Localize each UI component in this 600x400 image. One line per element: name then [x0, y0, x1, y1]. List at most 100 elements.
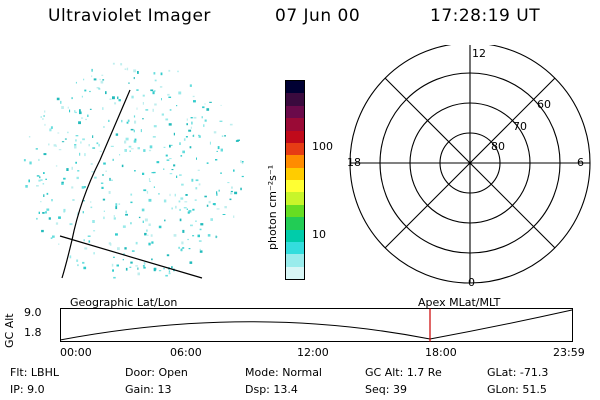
uv-speckle	[67, 106, 69, 109]
uv-speckle	[75, 161, 77, 164]
uv-speckle	[44, 110, 46, 113]
uv-speckle	[82, 211, 84, 214]
colorbar-segment	[286, 204, 304, 218]
uv-speckle	[103, 126, 105, 128]
uv-speckle	[216, 191, 218, 195]
colorbar-segment	[286, 217, 304, 230]
uv-speckle	[71, 166, 73, 170]
uv-speckle	[173, 132, 175, 136]
uv-speckle	[133, 129, 135, 133]
uv-speckle	[102, 107, 104, 110]
uv-speckle	[143, 149, 146, 152]
colorbar-segment	[286, 254, 304, 267]
date-label: 07 Jun 00	[275, 6, 361, 26]
info-seq: Seq: 39	[365, 383, 407, 396]
uv-speckle	[181, 241, 184, 245]
uv-speckle	[46, 192, 49, 195]
uv-speckle	[23, 159, 26, 162]
uv-speckle	[84, 186, 86, 188]
uv-speckle	[198, 183, 201, 186]
uv-speckle	[190, 224, 193, 227]
uv-speckle	[136, 89, 139, 91]
uv-speckle	[71, 186, 74, 189]
uv-speckle	[38, 179, 41, 182]
uv-speckle	[171, 266, 173, 269]
uv-speckle	[112, 158, 114, 161]
uv-speckle	[158, 193, 160, 195]
colorbar-segment	[286, 130, 304, 143]
uv-speckle	[221, 135, 224, 137]
uv-speckle	[198, 240, 202, 242]
uv-speckle	[163, 199, 167, 203]
uv-speckle	[186, 123, 188, 126]
uv-speckle	[152, 91, 155, 95]
uv-speckle	[224, 206, 227, 209]
uv-speckle	[182, 247, 185, 249]
uv-speckle	[133, 140, 137, 143]
uv-speckle	[74, 144, 77, 146]
timeline-x-tick-0600: 06:00	[170, 346, 202, 359]
uv-speckle	[105, 91, 107, 95]
uv-speckle	[148, 178, 151, 181]
uv-speckle	[150, 89, 154, 92]
uv-speckle	[102, 79, 105, 81]
uv-speckle	[168, 69, 171, 72]
uv-speckle	[74, 110, 76, 113]
uv-speckle	[117, 96, 119, 100]
uv-speckle	[148, 198, 152, 202]
uv-speckle	[182, 150, 185, 154]
uv-speckle	[90, 206, 93, 209]
uv-speckle	[186, 208, 188, 210]
uv-speckle	[61, 141, 65, 143]
uv-speckle	[165, 154, 168, 157]
uv-speckle	[184, 201, 188, 203]
altitude-curve	[60, 309, 573, 341]
timeline-x-tick-0000: 00:00	[60, 346, 92, 359]
uv-speckle	[142, 220, 144, 223]
uv-speckle	[35, 148, 38, 150]
uv-speckle	[130, 193, 133, 196]
uv-speckle	[81, 117, 84, 119]
uv-speckle	[146, 190, 149, 194]
uv-speckle	[169, 193, 171, 197]
uv-speckle	[207, 234, 211, 237]
lat-label-70: 70	[513, 120, 527, 133]
uv-speckle	[198, 134, 200, 136]
uv-speckle	[176, 105, 178, 107]
uv-speckle	[101, 186, 104, 189]
uv-speckle	[138, 216, 141, 219]
uv-speckle	[192, 208, 195, 211]
uv-speckle	[51, 199, 53, 202]
uv-speckle	[142, 118, 144, 120]
uv-speckle	[90, 201, 92, 203]
uv-speckle	[174, 193, 176, 197]
uv-speckle	[61, 106, 64, 109]
uv-speckle	[167, 93, 170, 96]
uv-speckle	[220, 104, 222, 106]
geographic-latitude-line	[59, 235, 203, 279]
uv-speckle	[238, 139, 240, 141]
uv-speckle	[36, 175, 40, 177]
colorbar-segment	[286, 241, 304, 255]
uv-speckle	[88, 240, 91, 243]
uv-speckle	[130, 201, 133, 204]
uv-speckle	[43, 172, 45, 174]
uv-speckle	[135, 241, 138, 245]
uv-speckle	[130, 261, 133, 264]
time-label: 17:28:19 UT	[430, 6, 541, 26]
uv-speckle	[201, 116, 203, 119]
uv-speckle	[133, 115, 136, 118]
uv-speckle	[180, 249, 182, 251]
uv-speckle	[96, 87, 100, 89]
uv-speckle	[240, 160, 242, 163]
uv-speckle	[204, 195, 207, 198]
uv-speckle	[202, 106, 205, 109]
uv-speckle	[92, 147, 96, 149]
uv-speckle	[113, 217, 116, 220]
uv-speckle	[222, 214, 226, 215]
uv-speckle	[234, 191, 238, 195]
uv-speckle	[210, 218, 213, 221]
uv-speckle	[158, 270, 162, 272]
uv-speckle	[115, 133, 119, 136]
uv-speckle	[171, 144, 173, 146]
